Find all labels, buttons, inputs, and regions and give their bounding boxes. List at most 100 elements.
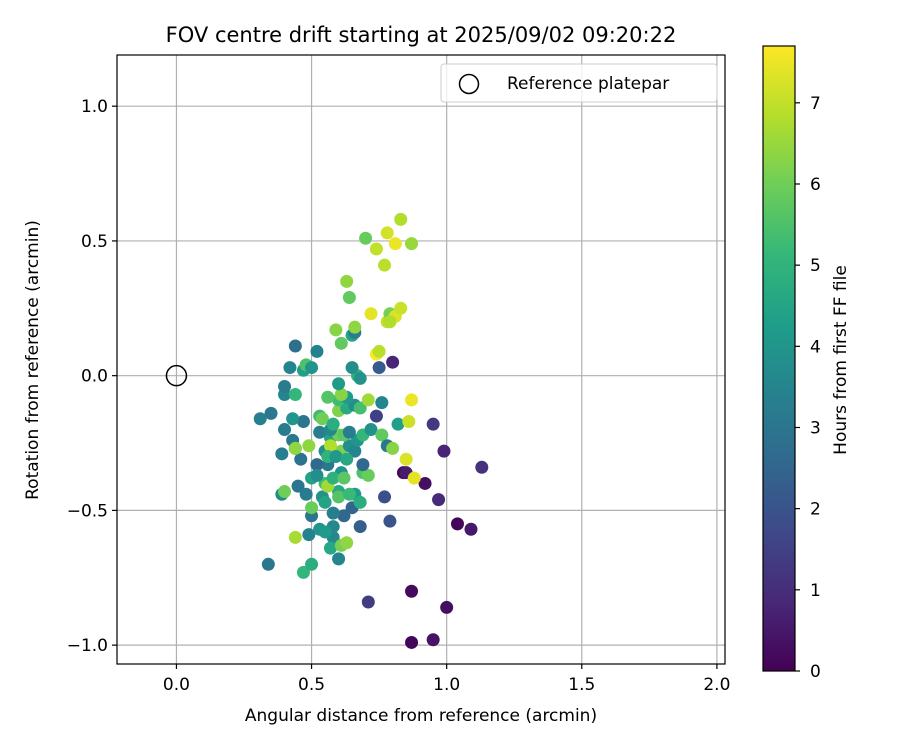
data-point [305,361,319,375]
data-point [369,242,383,256]
data-point [402,414,416,428]
data-point [340,274,354,288]
data-point [261,557,275,571]
data-point [386,441,400,455]
data-point [296,414,310,428]
data-point [378,258,392,272]
data-point [405,584,419,598]
y-tick-label: −0.5 [67,501,108,521]
data-point [399,452,413,466]
data-point [283,361,297,375]
data-point [296,565,310,579]
data-point [348,320,362,334]
data-point [386,355,400,369]
legend-label: Reference platepar [507,74,669,94]
data-point [405,393,419,407]
x-tick-label: 1.5 [568,675,595,695]
data-point [315,412,329,426]
data-point [383,514,397,528]
data-point [318,495,332,509]
y-tick-label: −1.0 [67,636,108,656]
data-point [407,471,421,485]
data-point [340,536,354,550]
data-point [288,530,302,544]
y-tick-label: 0.0 [81,367,108,387]
data-point [361,393,375,407]
data-point [340,452,354,466]
data-point [353,371,367,385]
x-axis-ticks: 0.0 0.5 1.0 1.5 2.0 [163,664,730,695]
data-point [375,428,389,442]
data-point [286,412,300,426]
data-point [426,417,440,431]
data-point [361,595,375,609]
data-point [342,487,356,501]
x-axis-label: Angular distance from reference (arcmin) [245,706,597,726]
legend-reference-marker [458,73,480,95]
data-point [383,315,397,329]
data-point [334,388,348,402]
data-point [394,212,408,226]
data-point [391,417,405,431]
data-point [337,471,351,485]
data-point [302,439,316,453]
colorbar-ticks: 0 1 2 3 4 5 6 7 [795,94,821,682]
data-point [380,226,394,240]
data-point [405,635,419,649]
data-point [278,485,292,499]
data-point [364,307,378,321]
colorbar-tick-label: 6 [810,175,821,195]
data-point [278,423,292,437]
data-point [356,458,370,472]
data-point [440,600,454,614]
data-point [326,471,340,485]
data-point [294,452,308,466]
colorbar-frame [762,45,796,672]
x-tick-label: 0.5 [298,675,325,695]
grid [117,55,725,664]
y-axis-ticks: −1.0 −0.5 0.0 0.5 1.0 [67,97,117,656]
data-point [334,336,348,350]
data-point [278,379,292,393]
data-point [288,388,302,402]
data-point [321,390,335,404]
y-tick-label: 1.0 [81,97,108,117]
colorbar-tick-label: 2 [810,500,821,520]
data-point [332,490,346,504]
data-point [313,425,327,439]
data-point [310,458,324,472]
chart-title: FOV centre drift starting at 2025/09/02 … [166,23,677,47]
data-point [375,396,389,410]
data-point [323,439,337,453]
data-point [264,406,278,420]
data-point [450,517,464,531]
plot-frame [116,54,726,665]
data-points [253,212,489,649]
data-point [332,552,346,566]
data-point [299,487,313,501]
colorbar-gradient [763,46,795,671]
data-point [359,231,373,245]
data-point [437,444,451,458]
data-point [378,490,392,504]
colorbar-tick-label: 5 [810,256,821,276]
data-point [426,633,440,647]
data-point [353,495,367,509]
data-point [388,237,402,251]
x-tick-label: 2.0 [703,675,730,695]
data-point [310,468,324,482]
data-point [432,493,446,507]
reference-platepar-marker [165,364,188,387]
y-axis-label: Rotation from reference (arcmin) [23,220,43,500]
data-point [305,501,319,515]
colorbar-tick-label: 3 [810,418,821,438]
data-point [342,291,356,305]
x-tick-label: 1.0 [433,675,460,695]
data-point [353,520,367,534]
data-point [329,323,343,337]
legend-box [440,63,718,103]
data-point [253,412,267,426]
data-point [302,528,316,542]
